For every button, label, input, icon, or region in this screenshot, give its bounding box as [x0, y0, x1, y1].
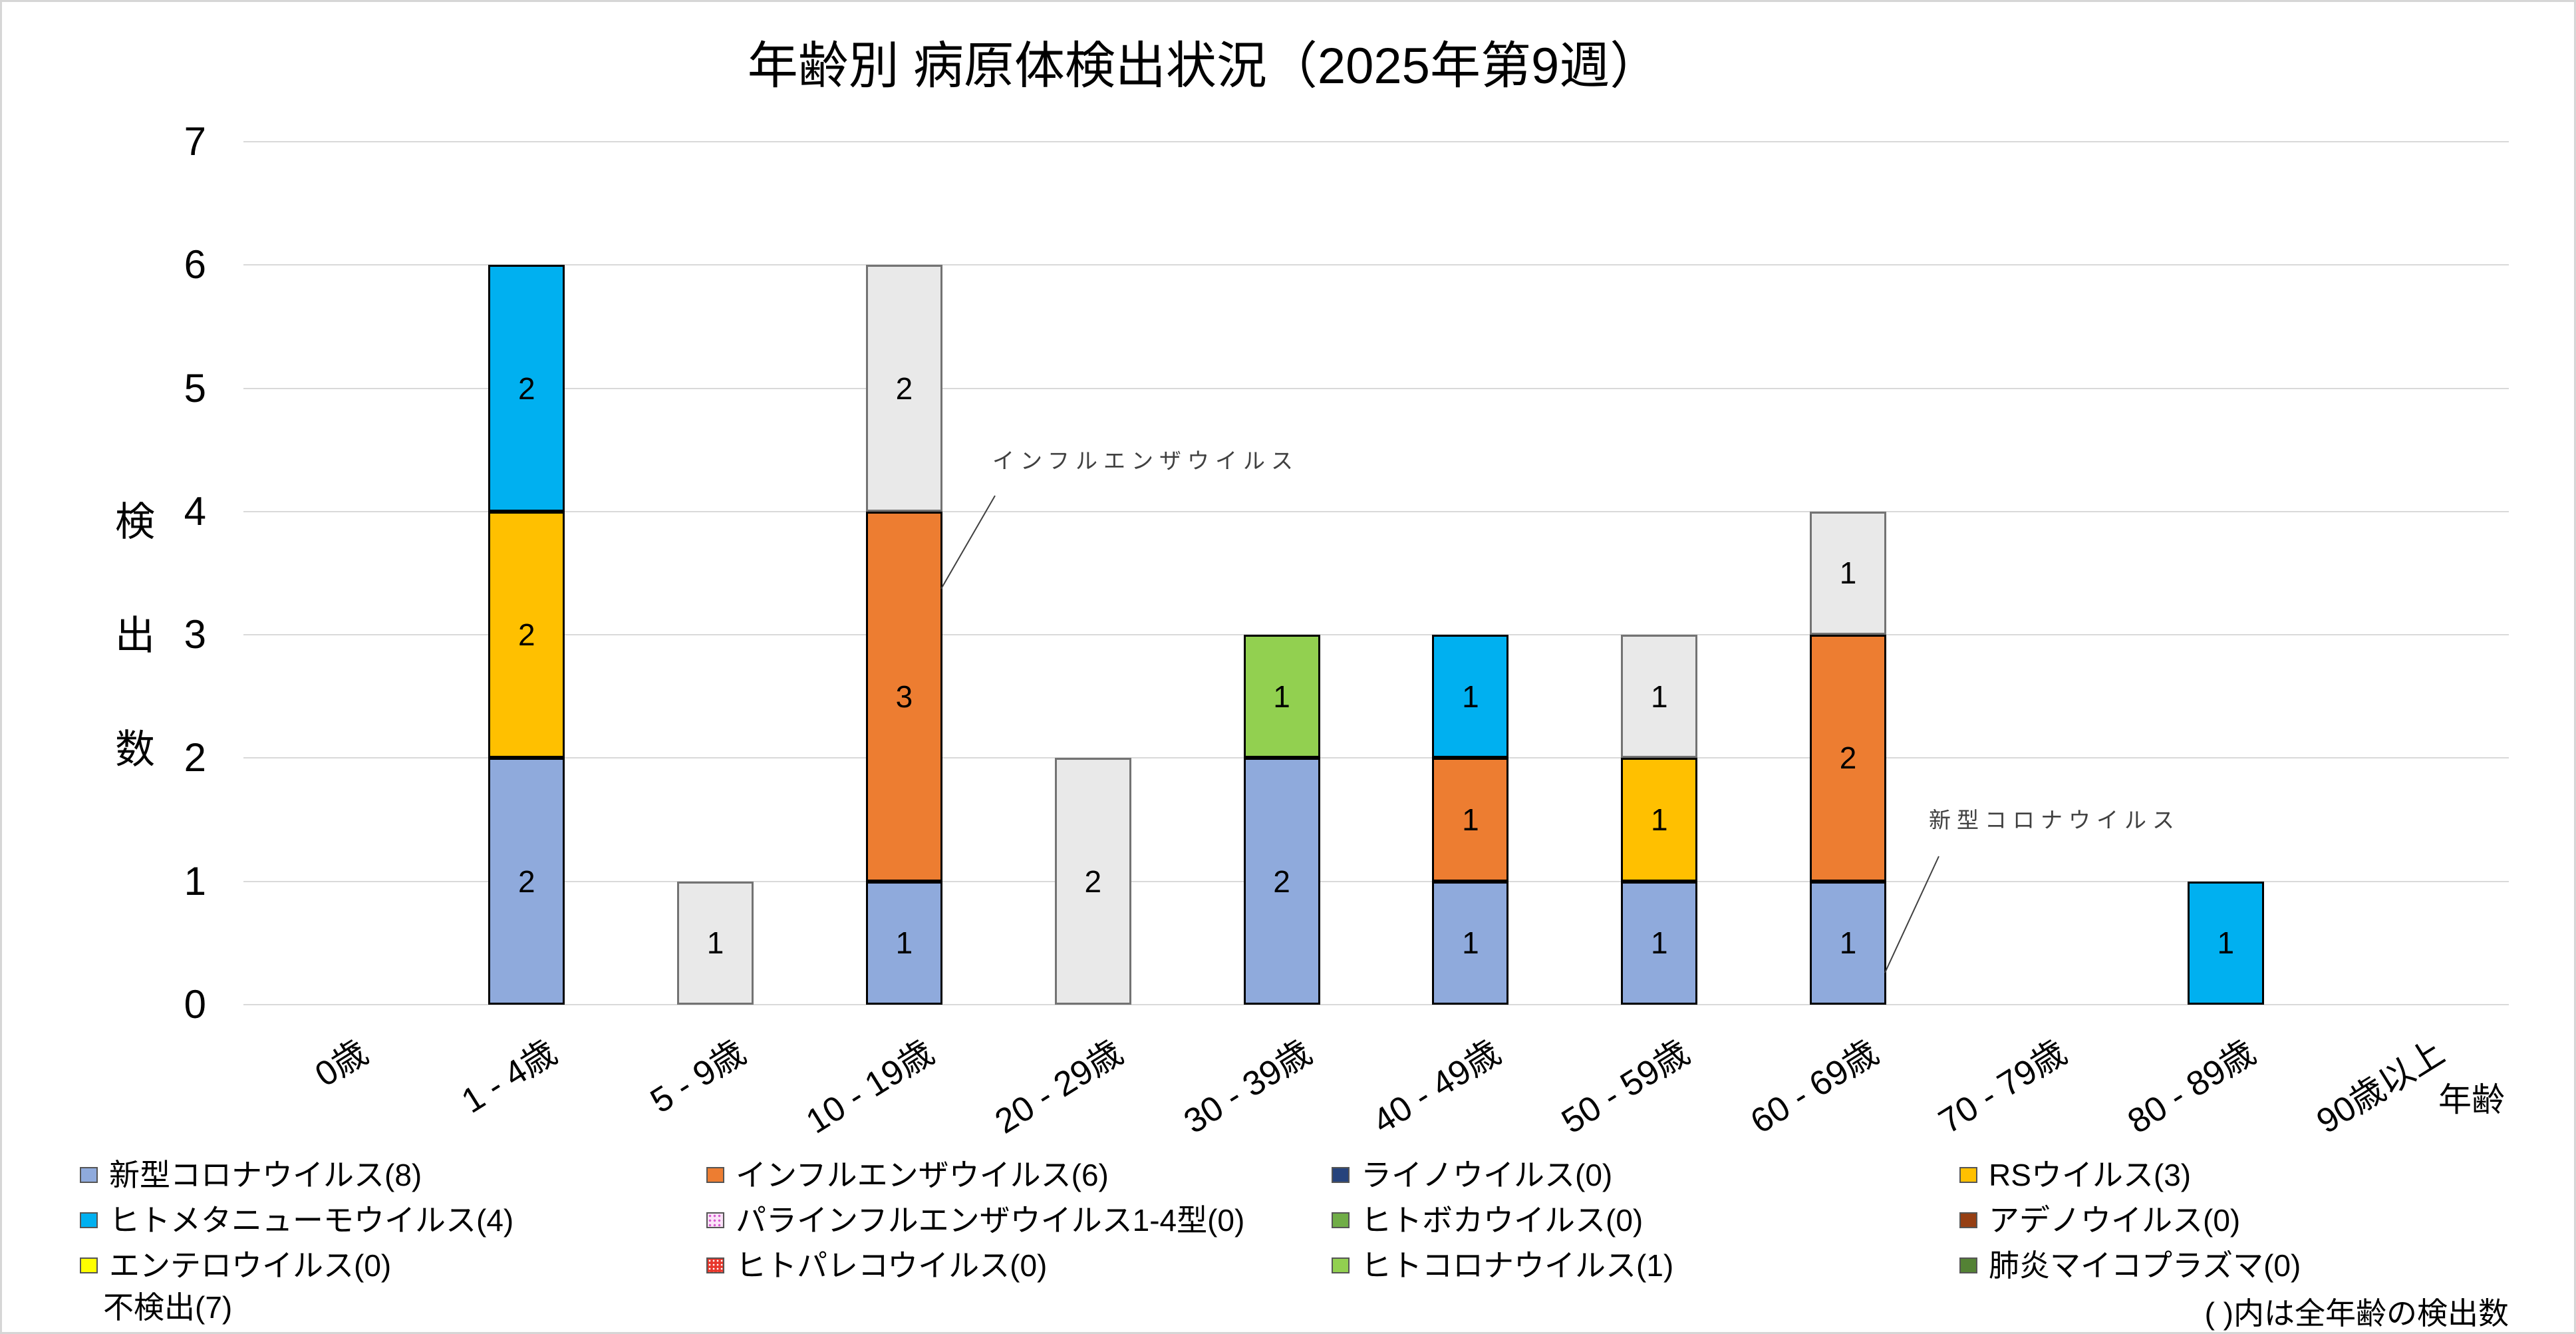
- legend-item-label: アデノウイルス(0): [1989, 1203, 2241, 1238]
- bar-segment-label: 2: [1084, 864, 1102, 899]
- bar-segment-label: 2: [517, 864, 535, 899]
- bar-segment-label: 1: [1462, 925, 1479, 961]
- y-axis-title-char: 数: [115, 727, 155, 772]
- annotation-covid: 新型コロナウイルス: [1929, 808, 2180, 832]
- y-axis-tick-label: 2: [184, 735, 206, 780]
- bar-segment-label: 1: [1839, 556, 1857, 591]
- legend-swatch: [1332, 1257, 1350, 1273]
- bar-segment-label: 1: [1462, 802, 1479, 838]
- y-axis-tick-label: 7: [184, 119, 206, 164]
- bar-segment: 1: [2187, 881, 2264, 1005]
- bar-segment-label: 2: [1273, 864, 1290, 899]
- legend-swatch: [706, 1212, 724, 1228]
- bar-segment-label: 2: [1839, 741, 1857, 776]
- bar-segment-label: 1: [1273, 679, 1290, 714]
- legend-item-label: エンテロウイルス(0): [109, 1248, 392, 1283]
- bar-segment: 1: [1432, 881, 1509, 1005]
- y-axis-tick-label: 4: [184, 488, 206, 534]
- gridline: [243, 141, 2509, 142]
- footnote: ( )内は全年齢の検出数: [2204, 1296, 2509, 1331]
- y-axis-tick-label: 5: [184, 365, 206, 411]
- legend-item-label: ヒトボカウイルス(0): [1361, 1203, 1644, 1238]
- bar-segment: 2: [1054, 758, 1131, 1005]
- chart-title: 年齢別 病原体検出状況（2025年第9週）: [747, 38, 1661, 94]
- bar-segment: 1: [1432, 758, 1509, 882]
- bar-segment: 1: [1621, 881, 1698, 1005]
- legend-item-label: ヒトコロナウイルス(1): [1361, 1248, 1674, 1283]
- bar-segment-label: 1: [895, 925, 913, 961]
- bar-segment: 2: [1810, 635, 1887, 882]
- legend-swatch: [706, 1167, 724, 1183]
- legend-swatch: [1332, 1212, 1350, 1228]
- gridline: [243, 387, 2509, 389]
- y-axis-tick-label: 0: [184, 982, 206, 1027]
- bar-segment-label: 3: [895, 679, 913, 714]
- bar-segment: 1: [1621, 635, 1698, 758]
- legend-item-label: ライノウイルス(0): [1361, 1158, 1613, 1192]
- bar-segment: 2: [865, 265, 942, 512]
- legend-item-label: RSウイルス(3): [1989, 1158, 2192, 1192]
- legend-item-label: ヒトパレコウイルス(0): [736, 1248, 1048, 1283]
- gridline: [243, 880, 2509, 882]
- bar-segment-label: 1: [1650, 925, 1668, 961]
- legend-swatch: [706, 1257, 724, 1273]
- bar-segment: 2: [1243, 758, 1320, 1005]
- gridline: [243, 634, 2509, 636]
- bar-segment-label: 1: [1839, 925, 1857, 961]
- x-axis-title: 年齢: [2438, 1081, 2505, 1118]
- bar-segment-label: 1: [1650, 679, 1668, 714]
- y-axis-title-char: 出: [115, 613, 155, 658]
- bar-segment: 2: [488, 265, 565, 512]
- bar-segment: 1: [865, 881, 942, 1005]
- bar-segment-label: 2: [517, 371, 535, 406]
- gridline: [243, 1004, 2509, 1005]
- gridline: [243, 757, 2509, 759]
- bar-segment: 2: [488, 511, 565, 758]
- bar-segment-label: 2: [517, 617, 535, 653]
- bar-segment-label: 1: [706, 925, 724, 961]
- legend-swatch: [80, 1167, 98, 1183]
- gridline: [243, 264, 2509, 266]
- legend-swatch: [1959, 1167, 1977, 1183]
- legend-item-label: インフルエンザウイルス(6): [736, 1158, 1109, 1192]
- bar-segment-label: 1: [1462, 679, 1479, 714]
- legend-item-label: ヒトメタニューモウイルス(4): [109, 1203, 514, 1238]
- bar-segment: 2: [488, 758, 565, 1005]
- y-axis-tick-label: 3: [184, 612, 206, 657]
- y-axis-tick-label: 6: [184, 242, 206, 287]
- legend-item-label: 新型コロナウイルス(8): [109, 1158, 422, 1192]
- y-axis-title-char: 検: [115, 500, 155, 544]
- bar-segment: 1: [1432, 635, 1509, 758]
- legend-swatch: [80, 1257, 98, 1273]
- bar-segment: 1: [1243, 635, 1320, 758]
- bar-segment-label: 2: [895, 371, 913, 406]
- leader-line-covid: [1884, 856, 1939, 973]
- legend-item-label: パラインフルエンザウイルス1-4型(0): [736, 1203, 1245, 1238]
- bar-segment: 1: [677, 881, 754, 1005]
- legend-swatch: [1959, 1257, 1977, 1273]
- y-axis-title: 検出数: [112, 490, 158, 775]
- y-axis-tick-label: 1: [184, 858, 206, 904]
- legend-item-label: 肺炎マイコプラズマ(0): [1989, 1248, 2301, 1283]
- bar-segment: 1: [1621, 758, 1698, 882]
- leader-line-influenza: [940, 495, 996, 589]
- annotation-influenza: インフルエンザウイルス: [992, 448, 1300, 473]
- legend-swatch: [80, 1212, 98, 1228]
- bar-segment-label: 1: [2217, 925, 2235, 961]
- bar-segment: 1: [1810, 881, 1887, 1005]
- gridline: [243, 510, 2509, 512]
- bar-segment: 3: [865, 511, 942, 882]
- legend-item-label: 不検出(7): [103, 1290, 233, 1325]
- legend-swatch: [1332, 1167, 1350, 1183]
- bar-segment: 1: [1810, 511, 1887, 635]
- legend-swatch: [1959, 1212, 1977, 1228]
- bar-segment-label: 1: [1650, 802, 1668, 838]
